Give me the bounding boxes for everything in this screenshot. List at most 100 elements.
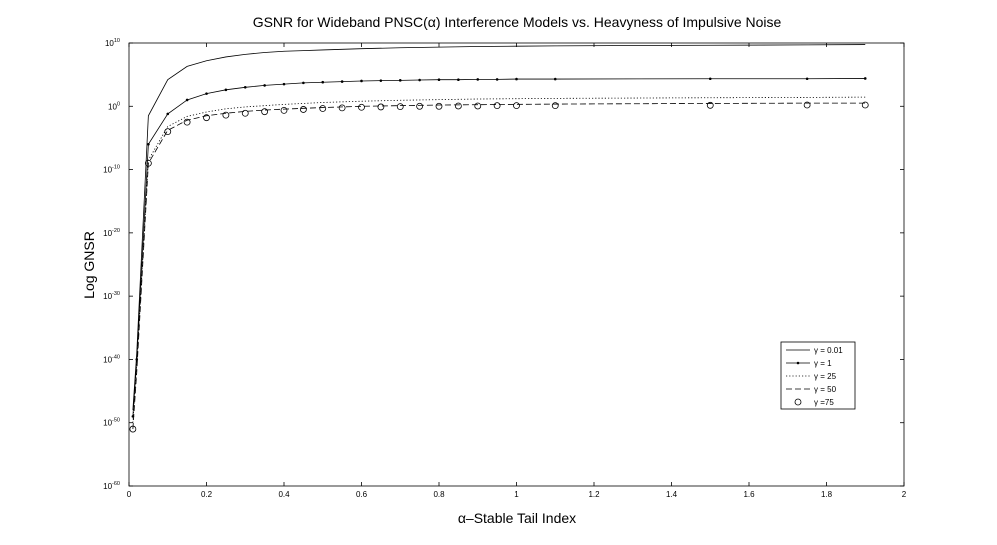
data-point <box>263 84 266 87</box>
data-point <box>282 82 286 86</box>
y-tick-label: 10-60 <box>103 481 120 491</box>
x-axis: 0 0.2 0.4 0.6 0.8 1 1.2 1.4 1.6 1.8 2 <box>127 43 907 499</box>
data-point <box>437 78 441 82</box>
x-tick-label: 1 <box>514 490 519 499</box>
y-tick-base: 10 <box>103 419 112 428</box>
legend-item: γ = 25 <box>786 372 837 381</box>
data-point <box>340 80 344 83</box>
legend-label: γ = 25 <box>814 372 837 381</box>
data-point <box>319 105 327 112</box>
data-point <box>805 77 809 81</box>
y-tick-base: 10 <box>103 355 112 364</box>
series-line <box>132 102 866 430</box>
data-point <box>706 101 714 109</box>
data-point <box>321 80 325 84</box>
data-point <box>476 78 480 81</box>
x-tick-label: 1.2 <box>588 490 600 499</box>
series-4 <box>129 101 869 433</box>
x-tick-label: 0.4 <box>278 490 290 499</box>
y-tick-label: 10-10 <box>103 165 120 175</box>
data-point <box>222 111 230 119</box>
legend-item: γ = 50 <box>786 385 837 394</box>
legend-label: γ =75 <box>814 398 834 407</box>
data-point <box>396 103 404 111</box>
data-point <box>166 112 170 116</box>
legend-label: γ = 50 <box>814 385 837 394</box>
y-tick-label: 10-20 <box>103 228 120 238</box>
data-point <box>302 81 305 85</box>
data-point <box>243 86 247 89</box>
data-point <box>513 102 520 110</box>
series-0 <box>132 44 866 411</box>
series-layer <box>129 44 869 433</box>
legend-label: γ = 0.01 <box>814 346 843 355</box>
data-point <box>205 92 208 95</box>
data-point <box>261 108 269 116</box>
series-2 <box>132 96 866 423</box>
x-tick-label: 2 <box>902 490 907 499</box>
chart-title: GSNR for Wideband PNSC(α) Interference M… <box>253 14 782 30</box>
data-point <box>377 103 385 111</box>
legend-item: γ = 0.01 <box>786 346 843 355</box>
series-1 <box>131 77 867 418</box>
y-tick-label: 10-30 <box>103 291 120 301</box>
data-point <box>416 102 424 110</box>
data-point <box>299 106 307 113</box>
x-tick-label: 1.8 <box>821 490 833 499</box>
y-tick-exponent: 10 <box>114 38 120 44</box>
data-point <box>129 425 137 433</box>
y-tick-label: 10-50 <box>103 418 120 428</box>
legend: γ = 0.01 γ = 1 γ = 25 γ = 50 γ =75 <box>780 341 856 410</box>
data-point <box>435 102 443 110</box>
data-point <box>144 159 152 167</box>
data-point <box>454 102 462 110</box>
data-point <box>185 98 189 102</box>
data-point <box>164 128 172 136</box>
y-tick-exponent: -10 <box>112 165 120 171</box>
series-line <box>132 44 866 411</box>
data-point <box>803 101 811 109</box>
y-tick-exponent: -40 <box>112 354 120 360</box>
y-tick-exponent: -20 <box>112 228 120 234</box>
y-tick-base: 10 <box>103 166 112 175</box>
data-point <box>418 78 421 82</box>
legend-item: γ = 1 <box>786 359 832 368</box>
legend-item: γ =75 <box>794 398 834 407</box>
data-point <box>379 79 383 82</box>
data-point <box>360 79 363 83</box>
legend-label: γ = 1 <box>814 359 832 368</box>
data-point <box>224 88 228 92</box>
series-line <box>132 78 866 417</box>
data-point <box>495 78 499 81</box>
y-tick-label: 100 <box>108 101 120 111</box>
series-3 <box>132 102 866 430</box>
data-point <box>861 101 869 109</box>
y-tick-base: 10 <box>103 482 112 491</box>
x-tick-label: 0.6 <box>356 490 368 499</box>
plot-area <box>128 42 905 487</box>
y-tick-exponent: -50 <box>112 418 120 424</box>
x-tick-label: 0 <box>127 490 132 499</box>
data-point <box>398 79 402 82</box>
legend-marker <box>796 361 800 365</box>
y-tick-label: 1010 <box>105 38 120 48</box>
y-tick-base: 10 <box>105 39 114 48</box>
y-tick-base: 10 <box>103 292 112 301</box>
data-point <box>147 142 150 146</box>
data-point <box>474 102 482 110</box>
x-tick-label: 0.2 <box>201 490 213 499</box>
data-point <box>457 78 460 82</box>
x-tick-label: 1.6 <box>743 490 755 499</box>
series-line <box>132 96 866 423</box>
y-tick-exponent: -30 <box>112 291 120 297</box>
y-tick-label: 10-40 <box>103 354 120 364</box>
legend-box <box>780 341 856 410</box>
data-point <box>338 104 346 112</box>
y-axis-label: Log GNSR <box>81 231 97 299</box>
y-tick-exponent: 0 <box>117 101 120 107</box>
y-tick-exponent: -60 <box>112 481 120 487</box>
data-point <box>493 102 501 110</box>
data-point <box>515 77 518 81</box>
